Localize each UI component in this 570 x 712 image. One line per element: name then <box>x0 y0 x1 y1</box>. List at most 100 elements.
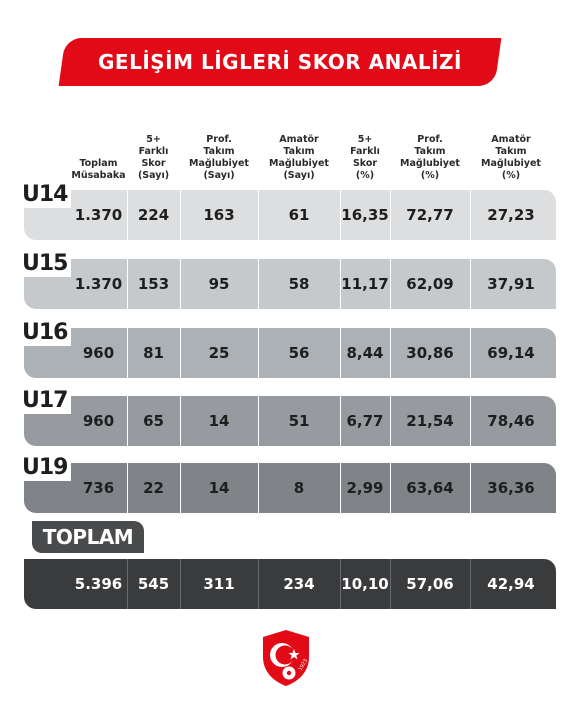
total-cell: 545 <box>137 575 170 593</box>
column-header-line: Mağlubiyet <box>189 158 249 169</box>
column-header-line: 5+ <box>357 134 373 145</box>
cell-divider <box>390 328 391 378</box>
table-cell: 22 <box>143 479 164 497</box>
cell-divider <box>180 259 181 309</box>
table-cell: 37,91 <box>487 275 535 293</box>
table-row <box>24 190 556 240</box>
total-cell: 311 <box>203 575 235 593</box>
table-cell: 960 <box>82 344 115 362</box>
cell-divider <box>470 328 471 378</box>
column-header-line: 5+ <box>146 134 161 145</box>
cell-divider <box>127 328 128 378</box>
table-cell: 72,77 <box>406 206 454 224</box>
cell-divider <box>258 559 259 609</box>
cell-divider <box>258 396 259 446</box>
column-header-line: (Sayı) <box>137 170 170 181</box>
column-header-line: (Sayı) <box>283 170 315 181</box>
column-header-line: Takım <box>203 146 235 157</box>
column-header-line: Toplam <box>79 158 118 169</box>
row-label: U19 <box>22 455 72 481</box>
page-title: GELİŞİM LİGLERİ SKOR ANALİZİ <box>98 50 462 74</box>
column-header: Toplam Müsabaka <box>70 126 127 182</box>
column-header: Prof. Takım Mağlubiyet (%) <box>390 126 470 182</box>
table-row <box>24 463 556 513</box>
table-cell: 36,36 <box>487 479 535 497</box>
column-header-line: Farklı <box>350 146 380 157</box>
total-row <box>24 559 556 609</box>
column-header-line: Amatör <box>491 134 531 145</box>
column-header-line: Müsabaka <box>71 170 126 181</box>
table-cell: 224 <box>137 206 170 224</box>
cell-divider <box>180 190 181 240</box>
cell-divider <box>180 396 181 446</box>
column-header-line: Skor <box>141 158 166 169</box>
cell-divider <box>127 463 128 513</box>
cell-divider <box>180 559 181 609</box>
column-header: 5+ Farklı Skor (%) <box>340 126 390 182</box>
column-header: 5+ Farklı Skor (Sayı) <box>127 126 180 182</box>
cell-divider <box>470 463 471 513</box>
table-cell: 960 <box>82 412 115 430</box>
total-cell: 57,06 <box>406 575 454 593</box>
cell-divider <box>390 396 391 446</box>
row-label: U15 <box>22 251 72 277</box>
table-cell: 30,86 <box>406 344 454 362</box>
column-header: Amatör Takım Mağlubiyet (Sayı) <box>258 126 340 182</box>
tff-logo: 1923 <box>263 630 310 686</box>
column-header-line: Skor <box>352 158 378 169</box>
table-cell: 81 <box>143 344 164 362</box>
svg-text:1923: 1923 <box>298 658 310 672</box>
cell-divider <box>258 190 259 240</box>
cell-divider <box>127 559 128 609</box>
table-cell: 63,64 <box>406 479 454 497</box>
table-row <box>24 396 556 446</box>
cell-divider <box>390 559 391 609</box>
table-cell: 736 <box>82 479 115 497</box>
table-cell: 78,46 <box>487 412 535 430</box>
total-cell: 5.396 <box>74 575 123 593</box>
column-header-line: Farklı <box>138 146 169 157</box>
cell-divider <box>340 328 341 378</box>
table-cell: 8,44 <box>346 344 384 362</box>
row-label: U14 <box>22 182 72 208</box>
table-cell: 6,77 <box>346 412 384 430</box>
table-cell: 25 <box>208 344 230 362</box>
cell-divider <box>340 259 341 309</box>
cell-divider <box>390 463 391 513</box>
table-cell: 14 <box>208 479 230 497</box>
cell-divider <box>340 396 341 446</box>
column-header-line: Mağlubiyet <box>269 158 329 169</box>
column-header-line: Amatör <box>279 134 319 145</box>
table-cell: 95 <box>208 275 230 293</box>
table-cell: 11,17 <box>341 275 389 293</box>
cell-divider <box>180 328 181 378</box>
table-row <box>24 328 556 378</box>
cell-divider <box>127 190 128 240</box>
column-header-line: (%) <box>420 170 440 181</box>
cell-divider <box>180 463 181 513</box>
cell-divider <box>390 190 391 240</box>
row-label: U17 <box>22 388 72 414</box>
cell-divider <box>127 396 128 446</box>
column-header: Amatör Takım Mağlubiyet (%) <box>470 126 552 182</box>
table-cell: 8 <box>293 479 305 497</box>
cell-divider <box>127 259 128 309</box>
cell-divider <box>258 463 259 513</box>
cell-divider <box>470 559 471 609</box>
table-cell: 153 <box>137 275 170 293</box>
column-header: Prof. Takım Mağlubiyet (Sayı) <box>180 126 258 182</box>
table-cell: 21,54 <box>406 412 454 430</box>
table-cell: 51 <box>288 412 310 430</box>
column-header-line: (%) <box>355 170 375 181</box>
table-cell: 2,99 <box>346 479 384 497</box>
cell-divider <box>470 396 471 446</box>
total-cell: 234 <box>283 575 315 593</box>
table-cell: 16,35 <box>341 206 389 224</box>
column-header-line: Takım <box>283 146 315 157</box>
column-header-line: Mağlubiyet <box>481 158 541 169</box>
cell-divider <box>390 259 391 309</box>
column-header-line: Prof. <box>417 134 443 145</box>
cell-divider <box>340 559 341 609</box>
cell-divider <box>340 463 341 513</box>
table-cell: 27,23 <box>487 206 535 224</box>
